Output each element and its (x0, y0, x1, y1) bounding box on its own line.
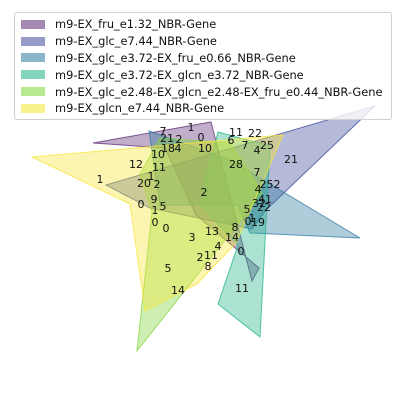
region-count: 14 (171, 284, 185, 297)
region-count: 0 (163, 222, 170, 235)
legend-swatch (21, 103, 45, 113)
region-count: 25 (260, 139, 274, 152)
region-count: 2 (154, 178, 161, 191)
region-count: 4 (175, 142, 182, 155)
region-count: 28 (229, 158, 243, 171)
set-shape-fru-e1-32 (92, 121, 260, 283)
region-count: 8 (232, 221, 239, 234)
region-count: 1 (97, 173, 104, 186)
region-count: 5 (160, 200, 167, 213)
legend-label: m9-EX_glc_e3.72-EX_fru_e0.66_NBR-Gene (55, 50, 296, 65)
region-count: 2 (201, 186, 208, 199)
legend-label: m9-EX_fru_e1.32_NBR-Gene (55, 17, 217, 32)
region-count: 18 (161, 142, 175, 155)
region-count: 19 (251, 216, 265, 229)
region-count: 11 (229, 126, 243, 139)
legend-label: m9-EX_glcn_e7.44_NBR-Gene (55, 101, 225, 116)
region-count: 21 (160, 132, 174, 145)
region-count: 4 (215, 240, 222, 253)
region-count: 0 (198, 131, 205, 144)
region-count: 0 (152, 216, 159, 229)
legend-label: m9-EX_glc_e7.44_NBR-Gene (55, 34, 217, 49)
region-count: 9 (151, 193, 158, 206)
region-count: 0 (238, 245, 245, 258)
region-count: 3 (189, 231, 196, 244)
region-count: 252 (260, 178, 281, 191)
region-count: 0 (245, 215, 252, 228)
region-count: 4 (254, 144, 261, 157)
region-count: 2 (197, 251, 204, 264)
region-count: 10 (198, 142, 212, 155)
legend-swatch (21, 19, 45, 29)
region-count: 21 (284, 153, 298, 166)
legend-item-glc-fru: m9-EX_glc_e3.72-EX_fru_e0.66_NBR-Gene (21, 50, 385, 67)
region-count: 22 (248, 127, 262, 140)
region-count: 14 (225, 231, 239, 244)
legend: m9-EX_fru_e1.32_NBR-Gene m9-EX_glc_e7.44… (14, 12, 392, 120)
region-count: 1 (148, 170, 155, 183)
region-count: 1 (188, 121, 195, 134)
region-count: 11 (204, 249, 218, 262)
region-count: 7 (254, 166, 261, 179)
region-count: 5 (244, 203, 251, 216)
region-count: 5 (165, 262, 172, 275)
legend-label: m9-EX_glc_e3.72-EX_glcn_e3.72_NBR-Gene (55, 67, 304, 82)
legend-swatch (21, 36, 45, 46)
region-count: 20 (137, 177, 151, 190)
legend-swatch (21, 87, 45, 97)
region-count: 13 (205, 225, 219, 238)
legend-item-fru-e1-32: m9-EX_fru_e1.32_NBR-Gene (21, 16, 385, 33)
set-shape-glc-fru (148, 130, 361, 239)
legend-label: m9-EX_glc_e2.48-EX_glcn_e2.48-EX_fru_e0.… (55, 84, 383, 99)
region-count: 11 (152, 161, 166, 174)
legend-item-glc-e7-44: m9-EX_glc_e7.44_NBR-Gene (21, 33, 385, 50)
legend-item-glc-glcn: m9-EX_glc_e3.72-EX_glcn_e3.72_NBR-Gene (21, 66, 385, 83)
legend-item-glc-glcn-fru: m9-EX_glc_e2.48-EX_glcn_e2.48-EX_fru_e0.… (21, 83, 385, 100)
legend-swatch (21, 53, 45, 63)
region-count: 1 (249, 212, 256, 225)
region-count: 7 (242, 139, 249, 152)
region-count: 22 (257, 201, 271, 214)
region-count: 12 (129, 158, 143, 171)
region-count: 10 (151, 148, 165, 161)
region-count: 4 (255, 183, 262, 196)
legend-item-glcn-e7-44: m9-EX_glcn_e7.44_NBR-Gene (21, 100, 385, 117)
region-count: 32 (252, 197, 266, 210)
region-count: 6 (228, 134, 235, 147)
set-shape-glc-glcn-fru (136, 137, 263, 353)
region-count: 8 (205, 260, 212, 273)
legend-swatch (21, 70, 45, 80)
region-count: 2 (176, 133, 183, 146)
set-shape-glc-glcn (199, 131, 271, 338)
region-count: 0 (138, 198, 145, 211)
region-count: 1 (152, 204, 159, 217)
region-count: 11 (235, 282, 249, 295)
set-shape-glcn-e7-44 (30, 134, 284, 312)
region-count: 41 (258, 193, 272, 206)
region-count: 7 (160, 125, 167, 138)
